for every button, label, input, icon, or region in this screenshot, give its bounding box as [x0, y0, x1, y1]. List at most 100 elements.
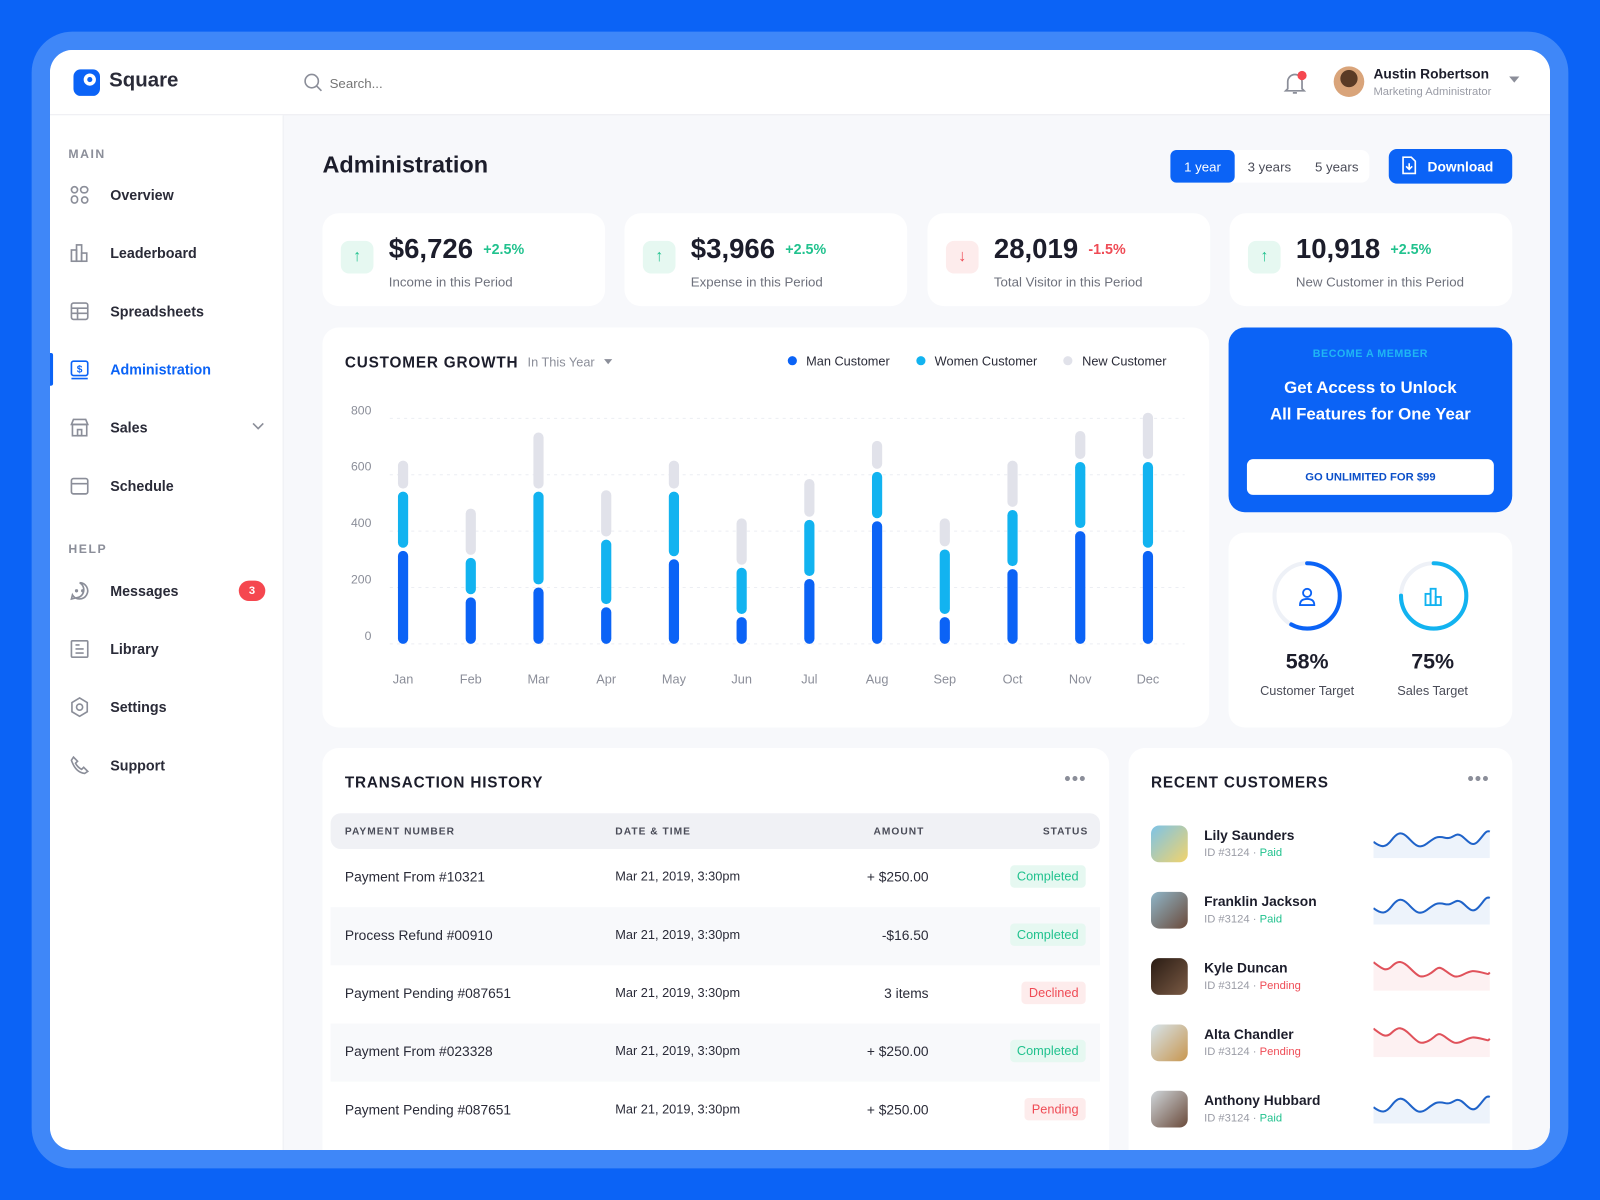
table-row[interactable]: Payment From #10321 Mar 21, 2019, 3:30pm… — [331, 849, 1100, 907]
customer-name: Lily Saunders — [1204, 827, 1295, 843]
bar-new-customer[interactable] — [668, 460, 680, 489]
bar-women-customer[interactable] — [533, 491, 544, 585]
bar-new-customer[interactable] — [397, 460, 409, 489]
range-toggle: 1 year 3 years 5 years — [1170, 149, 1370, 183]
table-row[interactable]: Payment Pending #087651 Mar 21, 2019, 3:… — [331, 965, 1100, 1023]
range-3-years[interactable]: 3 years — [1247, 158, 1292, 174]
list-item[interactable]: Kyle Duncan ID #3124 · Pending — [1151, 958, 1498, 1024]
bar-man-customer[interactable] — [1007, 569, 1018, 644]
column-header[interactable]: DATE & TIME — [615, 826, 691, 838]
bar-man-customer[interactable] — [804, 579, 815, 644]
table-row[interactable]: Payment Pending #087651 Mar 21, 2019, 3:… — [331, 1082, 1100, 1140]
bar-women-customer[interactable] — [804, 519, 815, 576]
bar-new-customer[interactable] — [1142, 412, 1154, 459]
bar-man-customer[interactable] — [533, 587, 544, 644]
bar-new-customer[interactable] — [465, 508, 476, 555]
sidebar-item-leaderboard[interactable]: Leaderboard — [50, 233, 284, 274]
bar-new-customer[interactable] — [736, 518, 747, 565]
bar-women-customer[interactable] — [1075, 462, 1086, 529]
bar-women-customer[interactable] — [939, 549, 950, 615]
customer-sparkline — [1373, 1027, 1491, 1058]
column-header[interactable]: PAYMENT NUMBER — [344, 826, 456, 838]
table-row[interactable]: Process Refund #00910 Mar 21, 2019, 3:30… — [330, 907, 1100, 966]
x-tick-label: Sep — [933, 672, 956, 687]
table-row[interactable]: Payment From #023328 Mar 21, 2019, 3:30p… — [330, 1023, 1100, 1082]
sidebar-item-messages[interactable]: Messages 3 — [50, 570, 284, 611]
stat-change: -1.5% — [1088, 240, 1126, 258]
range-5-years[interactable]: 5 years — [1314, 158, 1359, 174]
user-menu-chevron-icon[interactable] — [1509, 76, 1520, 83]
period-filter-dropdown[interactable]: In This Year — [528, 355, 613, 369]
sidebar-item-overview[interactable]: Overview — [50, 174, 284, 215]
range-1-year[interactable]: 1 year — [1170, 149, 1235, 183]
bar-women-customer[interactable] — [1142, 462, 1154, 548]
legend-women-customer: Women Customer — [916, 354, 1037, 368]
sidebar-item-spreadsheets[interactable]: Spreadsheets — [50, 291, 284, 332]
list-item[interactable]: Lily Saunders ID #3124 · Paid — [1151, 825, 1498, 892]
dollar-icon: $ — [68, 358, 90, 380]
user-avatar[interactable] — [1333, 66, 1365, 97]
bar-women-customer[interactable] — [601, 539, 612, 605]
user-role: Marketing Administrator — [1373, 85, 1492, 98]
list-item[interactable]: Anthony Hubbard ID #3124 · Paid — [1151, 1090, 1498, 1150]
bar-new-customer[interactable] — [804, 478, 815, 517]
bar-man-customer[interactable] — [601, 607, 612, 644]
chevron-down-icon — [603, 359, 613, 365]
sidebar-item-administration[interactable]: $ Administration — [49, 349, 284, 390]
bar-women-customer[interactable] — [736, 567, 747, 615]
phone-icon — [68, 754, 90, 776]
bar-women-customer[interactable] — [1007, 509, 1018, 567]
amount: 3 items — [884, 985, 929, 1002]
list-item[interactable]: Franklin Jackson ID #3124 · Paid — [1151, 891, 1498, 958]
target-ring-progress — [1272, 561, 1342, 631]
column-header[interactable]: AMOUNT — [873, 826, 925, 838]
more-options-icon[interactable]: ••• — [1064, 768, 1087, 789]
download-button[interactable]: Download — [1388, 148, 1513, 184]
bar-man-customer[interactable] — [668, 559, 680, 644]
sidebar-item-sales[interactable]: Sales — [50, 407, 284, 448]
more-options-icon[interactable]: ••• — [1467, 768, 1490, 789]
bar-new-customer[interactable] — [533, 432, 544, 489]
bar-new-customer[interactable] — [871, 440, 883, 469]
bar-women-customer[interactable] — [465, 557, 476, 595]
payment-number: Payment From #10321 — [344, 869, 486, 885]
stat-change: +2.5% — [483, 240, 525, 258]
list-item[interactable]: Alta Chandler ID #3124 · Pending — [1151, 1024, 1498, 1090]
library-icon — [68, 638, 90, 660]
bar-man-customer[interactable] — [465, 597, 476, 644]
bar-man-customer[interactable] — [1142, 550, 1154, 644]
stat-label: Expense in this Period — [690, 274, 823, 290]
bar-women-customer[interactable] — [871, 471, 883, 519]
sidebar-item-label: Spreadsheets — [110, 303, 204, 320]
customer-avatar — [1151, 1024, 1188, 1062]
sidebar-item-schedule[interactable]: Schedule — [50, 465, 284, 506]
bar-new-customer[interactable] — [1007, 460, 1018, 507]
bar-man-customer[interactable] — [939, 617, 950, 644]
sidebar-item-support[interactable]: Support — [50, 745, 284, 786]
top-header: Square Austin Robertson Marketing Admini… — [49, 49, 1550, 116]
date-time: Mar 21, 2019, 3:30pm — [615, 985, 741, 1000]
chevron-down-icon[interactable] — [251, 419, 265, 436]
bar-man-customer[interactable] — [871, 521, 883, 644]
bar-man-customer[interactable] — [736, 617, 747, 644]
x-tick-label: Jun — [731, 672, 752, 687]
messages-count-badge: 3 — [238, 580, 266, 602]
sidebar: MAIN Overview Leaderboard Spreadsheets $… — [49, 115, 284, 1150]
arrow-up-icon: ↑ — [340, 240, 374, 274]
search-input[interactable] — [329, 70, 636, 95]
customer-avatar — [1151, 825, 1188, 863]
bar-new-customer[interactable] — [1075, 431, 1086, 459]
customer-sparkline — [1373, 1095, 1491, 1124]
bar-new-customer[interactable] — [939, 518, 950, 547]
bar-man-customer[interactable] — [397, 550, 409, 644]
go-unlimited-button[interactable]: GO UNLIMITED FOR $99 — [1246, 459, 1494, 495]
bar-women-customer[interactable] — [668, 491, 680, 557]
bar-new-customer[interactable] — [601, 490, 612, 537]
sidebar-item-settings[interactable]: Settings — [50, 687, 284, 728]
bar-women-customer[interactable] — [397, 491, 409, 548]
bar-man-customer[interactable] — [1075, 531, 1086, 644]
sidebar-item-library[interactable]: Library — [50, 629, 284, 670]
search-icon — [303, 72, 323, 92]
column-header[interactable]: STATUS — [1042, 826, 1089, 838]
notification-bell-icon[interactable] — [1283, 70, 1307, 97]
